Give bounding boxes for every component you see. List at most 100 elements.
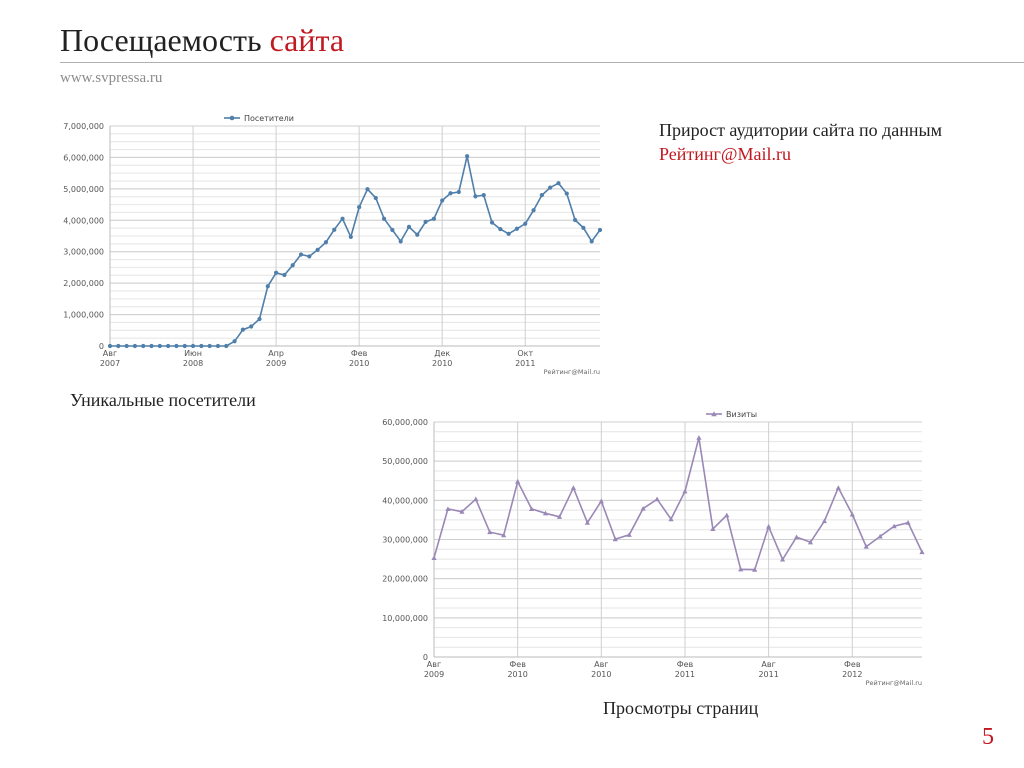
data-point	[431, 216, 436, 221]
data-point	[332, 227, 337, 232]
data-point	[365, 187, 370, 192]
data-point	[381, 216, 387, 221]
data-point	[766, 523, 772, 529]
y-tick-label: 7,000,000	[63, 122, 104, 131]
x-tick-label: Дек	[434, 349, 450, 358]
x-tick-label: 2010	[591, 670, 611, 679]
data-point	[556, 514, 563, 519]
data-point	[274, 270, 279, 275]
y-tick-label: 30,000,000	[382, 536, 428, 545]
data-point	[487, 529, 493, 535]
data-point	[506, 231, 511, 236]
data-point	[265, 284, 270, 289]
data-point	[564, 191, 569, 196]
data-point	[473, 194, 478, 199]
legend-label: Визиты	[726, 410, 757, 419]
data-point	[501, 532, 507, 538]
data-point	[668, 516, 674, 522]
data-point	[529, 506, 535, 512]
source-credit: Рейтинг@Mail.ru	[866, 679, 922, 687]
note-text: Прирост аудитории сайта по данным	[659, 120, 942, 140]
title-accent: сайта	[269, 22, 345, 58]
data-point	[738, 566, 744, 572]
data-point	[431, 555, 437, 560]
x-tick-label: 2009	[424, 670, 444, 679]
data-point	[779, 556, 786, 562]
data-point	[905, 520, 911, 525]
data-point	[597, 227, 603, 233]
data-point	[282, 272, 287, 278]
data-point	[548, 185, 553, 190]
x-tick-label: Авг	[761, 660, 775, 669]
note-accent: Рейтинг@Mail.ru	[659, 144, 791, 164]
y-tick-label: 0	[423, 653, 428, 662]
data-point	[199, 343, 204, 349]
y-tick-label: 50,000,000	[382, 457, 428, 466]
data-point	[445, 506, 451, 512]
y-tick-label: 10,000,000	[382, 614, 428, 623]
data-point	[207, 343, 212, 349]
data-point	[157, 343, 162, 349]
data-point	[257, 316, 262, 322]
visitors-chart: 0 1,000,000 2,000,000 3,000,000 4,000,000 5,0…	[63, 114, 603, 376]
data-point	[724, 512, 730, 518]
data-point	[626, 532, 632, 537]
data-point	[919, 549, 925, 555]
data-point	[298, 252, 304, 257]
x-tick-label: 2008	[183, 359, 203, 368]
y-tick-label: 3,000,000	[63, 248, 104, 257]
x-tick-label: Авг	[103, 349, 117, 358]
data-point	[459, 509, 465, 514]
y-tick-label: 1,000,000	[63, 311, 104, 320]
y-tick-label: 40,000,000	[382, 496, 428, 505]
data-point	[710, 526, 716, 532]
data-point	[877, 533, 883, 539]
data-point	[107, 343, 113, 349]
y-tick-label: 20,000,000	[382, 575, 428, 584]
data-point	[232, 339, 237, 344]
data-point	[390, 227, 395, 233]
title-main: Посещаемость	[60, 22, 262, 58]
x-tick-label: Авг	[594, 660, 608, 669]
legend-marker	[711, 411, 717, 417]
data-point	[640, 505, 646, 511]
x-tick-label: Авг	[427, 660, 441, 669]
x-tick-label: 2011	[515, 359, 535, 368]
data-point	[116, 343, 121, 349]
data-point	[598, 498, 604, 504]
data-point	[835, 485, 841, 490]
header-divider	[60, 62, 1024, 63]
data-point	[174, 343, 179, 349]
data-point	[531, 208, 536, 213]
data-point	[489, 220, 495, 225]
data-point	[539, 193, 544, 198]
data-point	[315, 247, 320, 252]
data-point	[406, 224, 412, 229]
page-title: Посещаемость сайта	[60, 22, 344, 59]
y-tick-label: 0	[99, 342, 104, 351]
data-point	[589, 239, 594, 244]
x-tick-label: 2010	[349, 359, 369, 368]
x-tick-label: Фев	[351, 349, 368, 358]
data-point	[398, 239, 403, 244]
x-tick-label: Июн	[184, 349, 202, 358]
series-line	[433, 437, 923, 571]
x-tick-label: 2012	[842, 670, 862, 679]
data-point	[373, 195, 378, 201]
y-tick-label: 6,000,000	[63, 153, 104, 162]
data-point	[891, 523, 897, 529]
data-point	[190, 343, 196, 349]
data-point	[752, 567, 758, 572]
data-point	[523, 221, 528, 226]
data-point	[423, 219, 428, 224]
data-point	[473, 496, 479, 502]
x-tick-label: 2007	[100, 359, 120, 368]
data-point	[570, 485, 577, 490]
x-tick-label: 2011	[675, 670, 695, 679]
pageviews-caption: Просмотры страниц	[603, 698, 759, 718]
data-point	[249, 324, 254, 329]
data-point	[166, 343, 171, 349]
data-point	[348, 234, 353, 240]
data-point	[415, 232, 420, 237]
data-point	[515, 478, 521, 484]
